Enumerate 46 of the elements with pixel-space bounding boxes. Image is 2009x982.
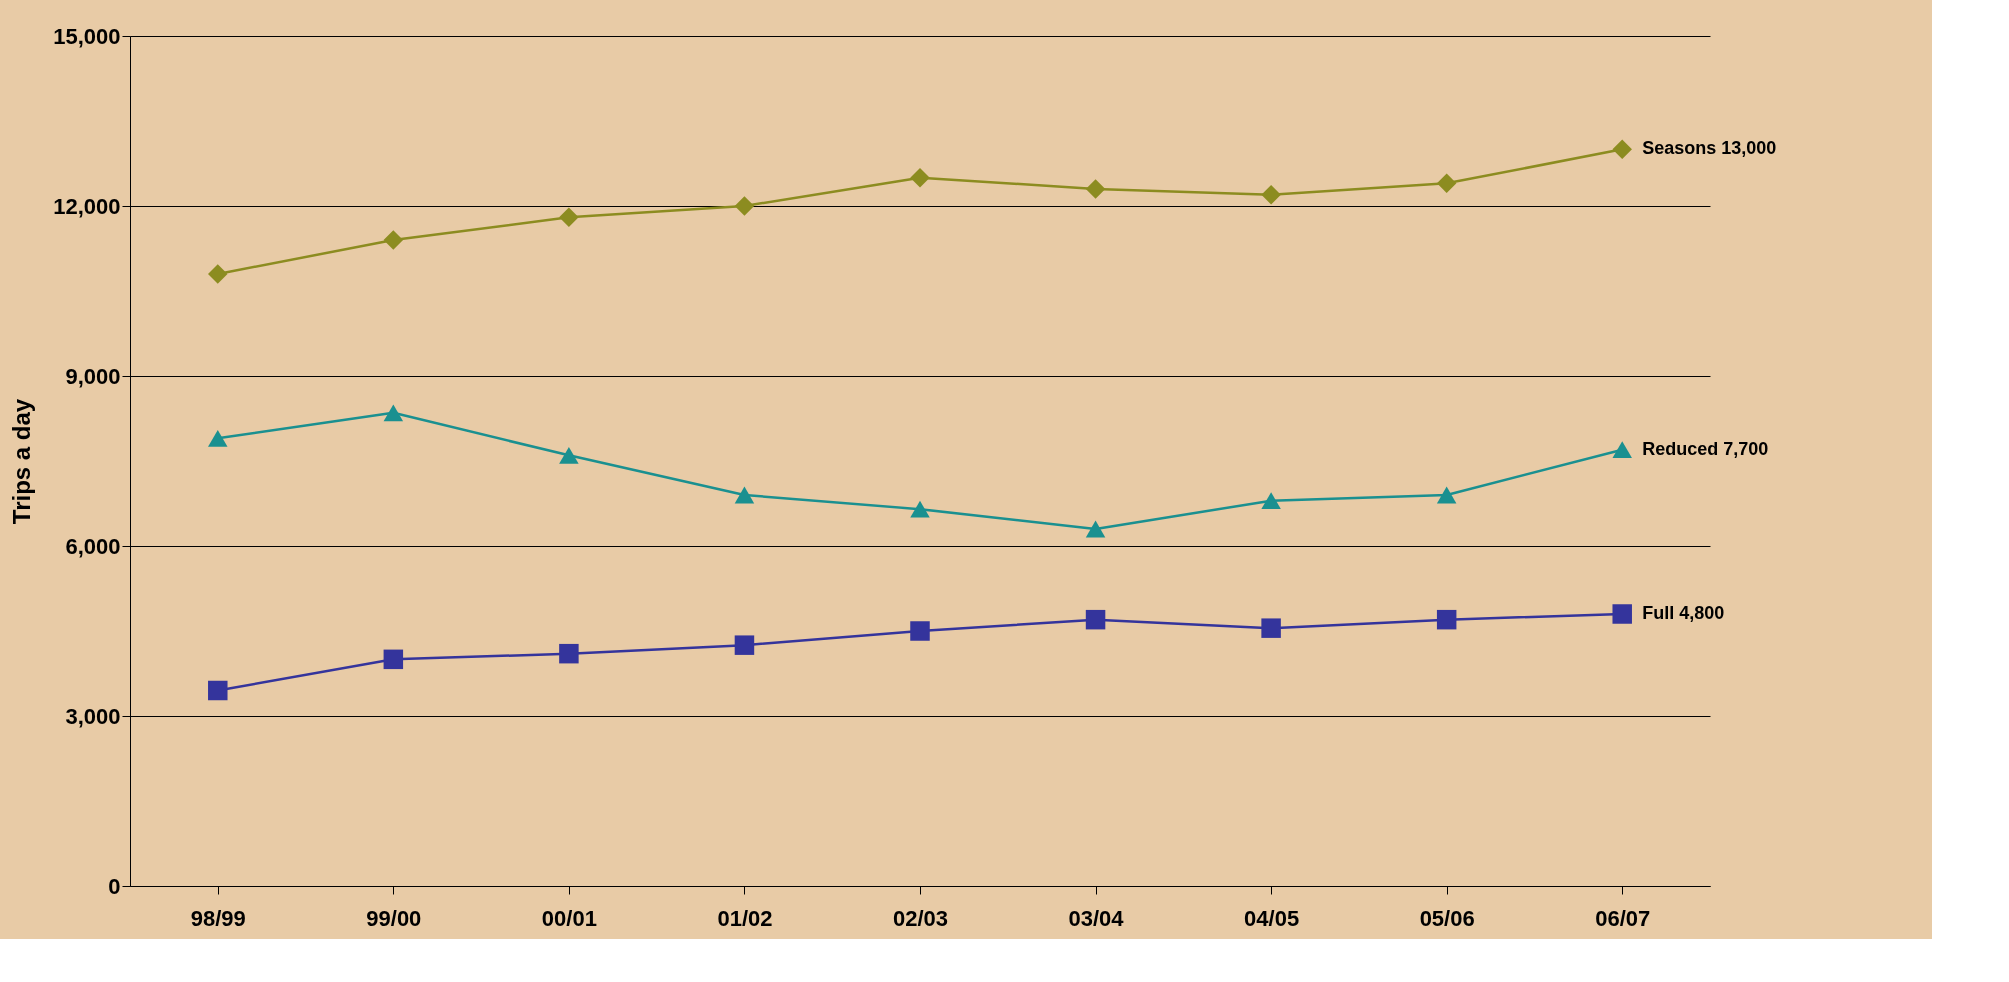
y-axis-title: Trips a day [8,398,36,525]
point [734,196,755,216]
point [734,486,755,504]
point [383,649,404,670]
point [1261,492,1281,510]
x-tick-label: 00/01 [541,905,597,931]
text: Seasons 13,000 [1642,138,1777,159]
text: Reduced 7,700 [1642,438,1769,459]
y-tick-label: 15,000 [53,23,121,49]
point [1612,441,1632,459]
x-tick-label: 99/00 [366,905,422,931]
point [559,446,579,464]
x-tick-label: 02/03 [892,905,949,931]
x-tick-label: 98/99 [190,905,246,931]
text: Full 4,800 [1642,603,1725,623]
y-tick-label: 6,000 [65,533,121,559]
point [1612,139,1632,160]
point [1085,609,1106,630]
point [208,429,228,447]
point [910,621,930,641]
point [208,680,228,701]
point [559,207,579,228]
y-tick-label: 3,000 [65,703,121,729]
point [1436,609,1457,630]
y-tick-label: 12,000 [53,193,121,219]
point [1261,184,1281,205]
point [383,230,404,250]
x-tick-label: 03/04 [1068,905,1125,931]
point [1085,520,1106,538]
point [1085,179,1106,199]
point [559,643,579,664]
point [383,404,404,422]
point [208,264,228,284]
point [910,500,930,518]
y-tick-label: 0 [108,873,121,899]
y-tick-label: 9,000 [65,363,121,389]
point [1436,173,1457,194]
x-tick-label: 01/02 [717,905,773,931]
point [910,167,930,188]
x-tick-label: 04/05 [1244,905,1300,931]
point [1261,618,1281,638]
point [1612,604,1632,624]
point [734,635,755,655]
x-tick-label: 06/07 [1595,905,1651,931]
x-tick-label: 05/06 [1419,905,1475,931]
point [1436,486,1457,504]
